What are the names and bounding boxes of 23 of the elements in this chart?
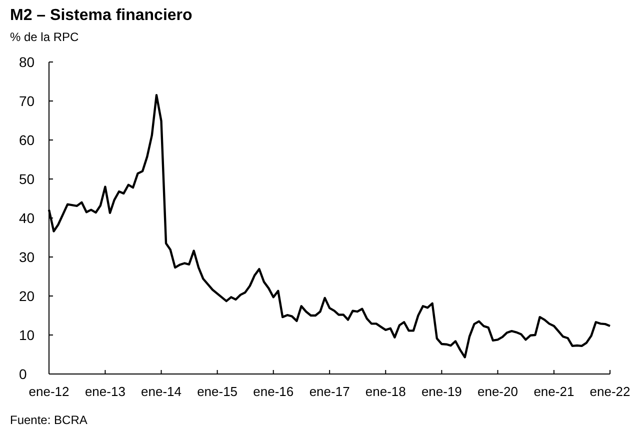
y-tick-label: 40 (19, 210, 35, 226)
x-tick-label: ene-20 (477, 384, 518, 399)
x-tick-label: ene-21 (534, 384, 574, 399)
x-tick-label: ene-18 (365, 384, 406, 399)
y-tick-label: 30 (19, 248, 35, 265)
chart-title: M2 – Sistema financiero (10, 7, 193, 24)
y-tick-label: 50 (19, 170, 35, 187)
x-tick-label: ene-16 (253, 384, 294, 399)
source-note: Fuente: BCRA (10, 413, 88, 427)
x-tick-label: ene-15 (197, 384, 238, 399)
y-tick-label: 70 (19, 92, 35, 109)
x-tick-label: ene-22 (590, 384, 630, 399)
y-tick-label: 80 (19, 54, 35, 70)
y-axis-title: % de la RPC (10, 30, 80, 44)
x-tick-label: ene-17 (309, 384, 350, 399)
y-tick-label: 60 (19, 132, 35, 148)
y-tick-label: 20 (19, 288, 35, 304)
x-tick-label: ene-12 (28, 384, 70, 399)
x-tick-label: ene-14 (141, 384, 182, 399)
x-tick-label: ene-13 (84, 384, 126, 399)
x-tick-label: ene-19 (421, 384, 462, 399)
y-tick-label: 0 (19, 366, 27, 382)
y-tick-label: 10 (19, 326, 35, 343)
